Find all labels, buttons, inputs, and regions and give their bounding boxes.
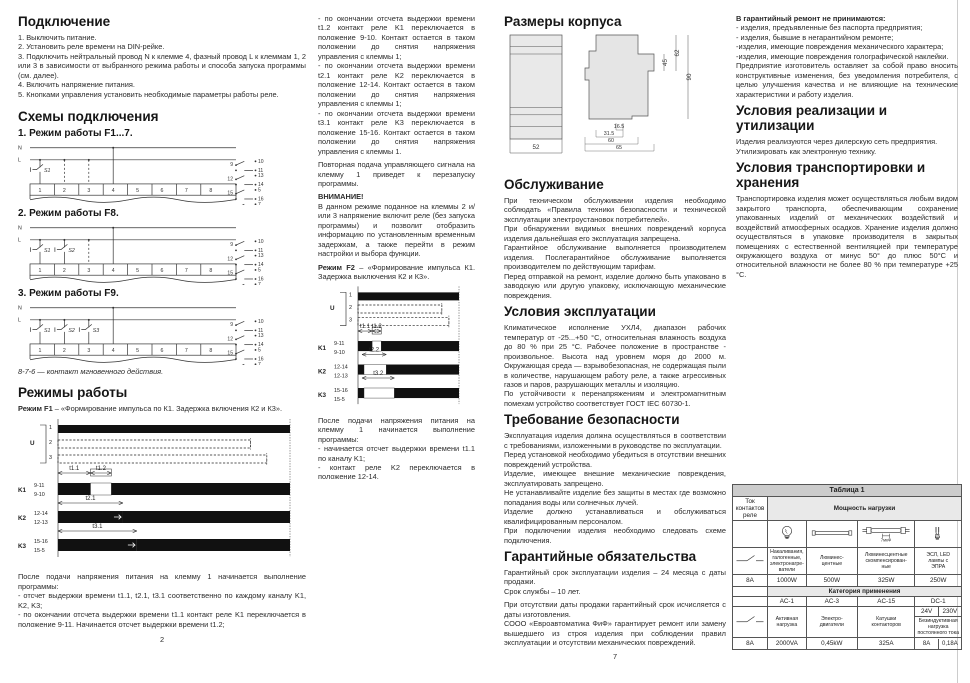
svg-text:16.5: 16.5 — [614, 124, 625, 130]
svg-text:12: 12 — [227, 337, 233, 343]
svg-text:K3: K3 — [318, 392, 327, 399]
svg-text:2: 2 — [349, 305, 352, 311]
svg-text:9-11: 9-11 — [334, 341, 344, 347]
svg-text:15-5: 15-5 — [334, 397, 345, 403]
svg-text:15-5: 15-5 — [34, 548, 45, 554]
svg-text:S1: S1 — [44, 328, 51, 334]
svg-text:1: 1 — [349, 292, 352, 298]
svg-text:t3.2: t3.2 — [373, 371, 384, 377]
svg-text:K2: K2 — [18, 515, 27, 522]
svg-text:7: 7 — [185, 188, 188, 194]
svg-text:1: 1 — [49, 425, 52, 431]
svg-text:31.5: 31.5 — [604, 131, 615, 137]
svg-text:N: N — [18, 306, 22, 312]
svg-text:10: 10 — [258, 239, 264, 245]
svg-text:1: 1 — [39, 268, 42, 274]
svg-text:4: 4 — [112, 188, 115, 194]
svg-text:7: 7 — [258, 202, 261, 205]
svg-text:4: 4 — [112, 268, 115, 274]
svg-text:K3: K3 — [18, 543, 27, 550]
svg-text:10: 10 — [258, 319, 264, 325]
svg-text:L: L — [18, 238, 21, 244]
svg-text:K1: K1 — [318, 345, 327, 352]
svg-text:6: 6 — [161, 348, 164, 354]
svg-text:7мкФ: 7мкФ — [881, 538, 891, 543]
svg-text:5: 5 — [136, 348, 139, 354]
svg-text:15: 15 — [227, 271, 233, 277]
svg-text:2: 2 — [63, 268, 66, 274]
svg-text:9: 9 — [230, 242, 233, 248]
svg-text:6: 6 — [161, 188, 164, 194]
svg-text:9: 9 — [230, 322, 233, 328]
svg-text:62: 62 — [674, 49, 681, 56]
svg-text:7: 7 — [258, 282, 261, 285]
svg-text:12: 12 — [227, 177, 233, 183]
svg-text:K1: K1 — [18, 487, 27, 494]
svg-text:8: 8 — [209, 348, 212, 354]
svg-text:8: 8 — [209, 188, 212, 194]
svg-text:45: 45 — [662, 59, 669, 66]
svg-text:7: 7 — [185, 348, 188, 354]
svg-text:13: 13 — [258, 173, 264, 179]
svg-text:N: N — [18, 226, 22, 232]
svg-text:60: 60 — [608, 138, 614, 144]
svg-text:15: 15 — [227, 351, 233, 357]
svg-text:2: 2 — [63, 188, 66, 194]
svg-text:7: 7 — [258, 362, 261, 365]
svg-text:t1.1: t1.1 — [69, 466, 80, 472]
svg-text:12-13: 12-13 — [334, 373, 348, 379]
svg-text:N: N — [18, 146, 22, 152]
svg-text:5: 5 — [258, 188, 261, 194]
svg-text:3: 3 — [49, 455, 52, 461]
svg-text:6: 6 — [161, 268, 164, 274]
svg-text:t3.1: t3.1 — [92, 524, 103, 530]
svg-text:3: 3 — [87, 348, 90, 354]
svg-text:15-16: 15-16 — [334, 388, 348, 394]
svg-text:9: 9 — [230, 162, 233, 168]
svg-text:13: 13 — [258, 333, 264, 339]
svg-text:9-10: 9-10 — [334, 350, 345, 356]
svg-text:t2.2: t2.2 — [369, 347, 380, 353]
svg-text:5: 5 — [258, 348, 261, 354]
svg-text:13: 13 — [258, 253, 264, 259]
svg-text:3: 3 — [87, 268, 90, 274]
svg-text:t2.1: t2.1 — [85, 496, 96, 502]
svg-text:4: 4 — [112, 348, 115, 354]
svg-text:12-13: 12-13 — [34, 520, 48, 526]
svg-text:15-16: 15-16 — [34, 539, 48, 545]
svg-text:1: 1 — [39, 348, 42, 354]
svg-text:3: 3 — [349, 317, 352, 323]
svg-text:3: 3 — [87, 188, 90, 194]
svg-text:12-14: 12-14 — [34, 511, 48, 517]
svg-text:15: 15 — [227, 191, 233, 197]
svg-text:5: 5 — [136, 268, 139, 274]
svg-text:5: 5 — [136, 188, 139, 194]
svg-text:90: 90 — [686, 73, 693, 80]
svg-text:9-10: 9-10 — [34, 492, 45, 498]
svg-text:2: 2 — [63, 348, 66, 354]
svg-text:L: L — [18, 158, 21, 164]
svg-text:S1: S1 — [44, 248, 51, 254]
svg-text:65: 65 — [616, 145, 622, 151]
svg-text:7: 7 — [185, 268, 188, 274]
svg-text:1: 1 — [39, 188, 42, 194]
svg-text:8: 8 — [209, 268, 212, 274]
svg-text:U: U — [30, 440, 35, 447]
svg-text:S2: S2 — [68, 328, 75, 334]
svg-text:12: 12 — [227, 257, 233, 263]
svg-text:S1: S1 — [44, 168, 51, 174]
svg-text:5: 5 — [258, 268, 261, 274]
svg-text:12-14: 12-14 — [334, 364, 348, 370]
svg-text:9-11: 9-11 — [34, 483, 44, 489]
svg-text:10: 10 — [258, 159, 264, 165]
svg-text:t1.1: t1.1 — [360, 324, 371, 330]
svg-text:L: L — [18, 318, 21, 324]
svg-text:2: 2 — [49, 440, 52, 446]
svg-text:K2: K2 — [318, 368, 327, 375]
svg-text:52: 52 — [533, 144, 540, 151]
svg-text:S3: S3 — [93, 328, 100, 334]
svg-text:U: U — [330, 305, 335, 312]
svg-text:S2: S2 — [68, 248, 75, 254]
